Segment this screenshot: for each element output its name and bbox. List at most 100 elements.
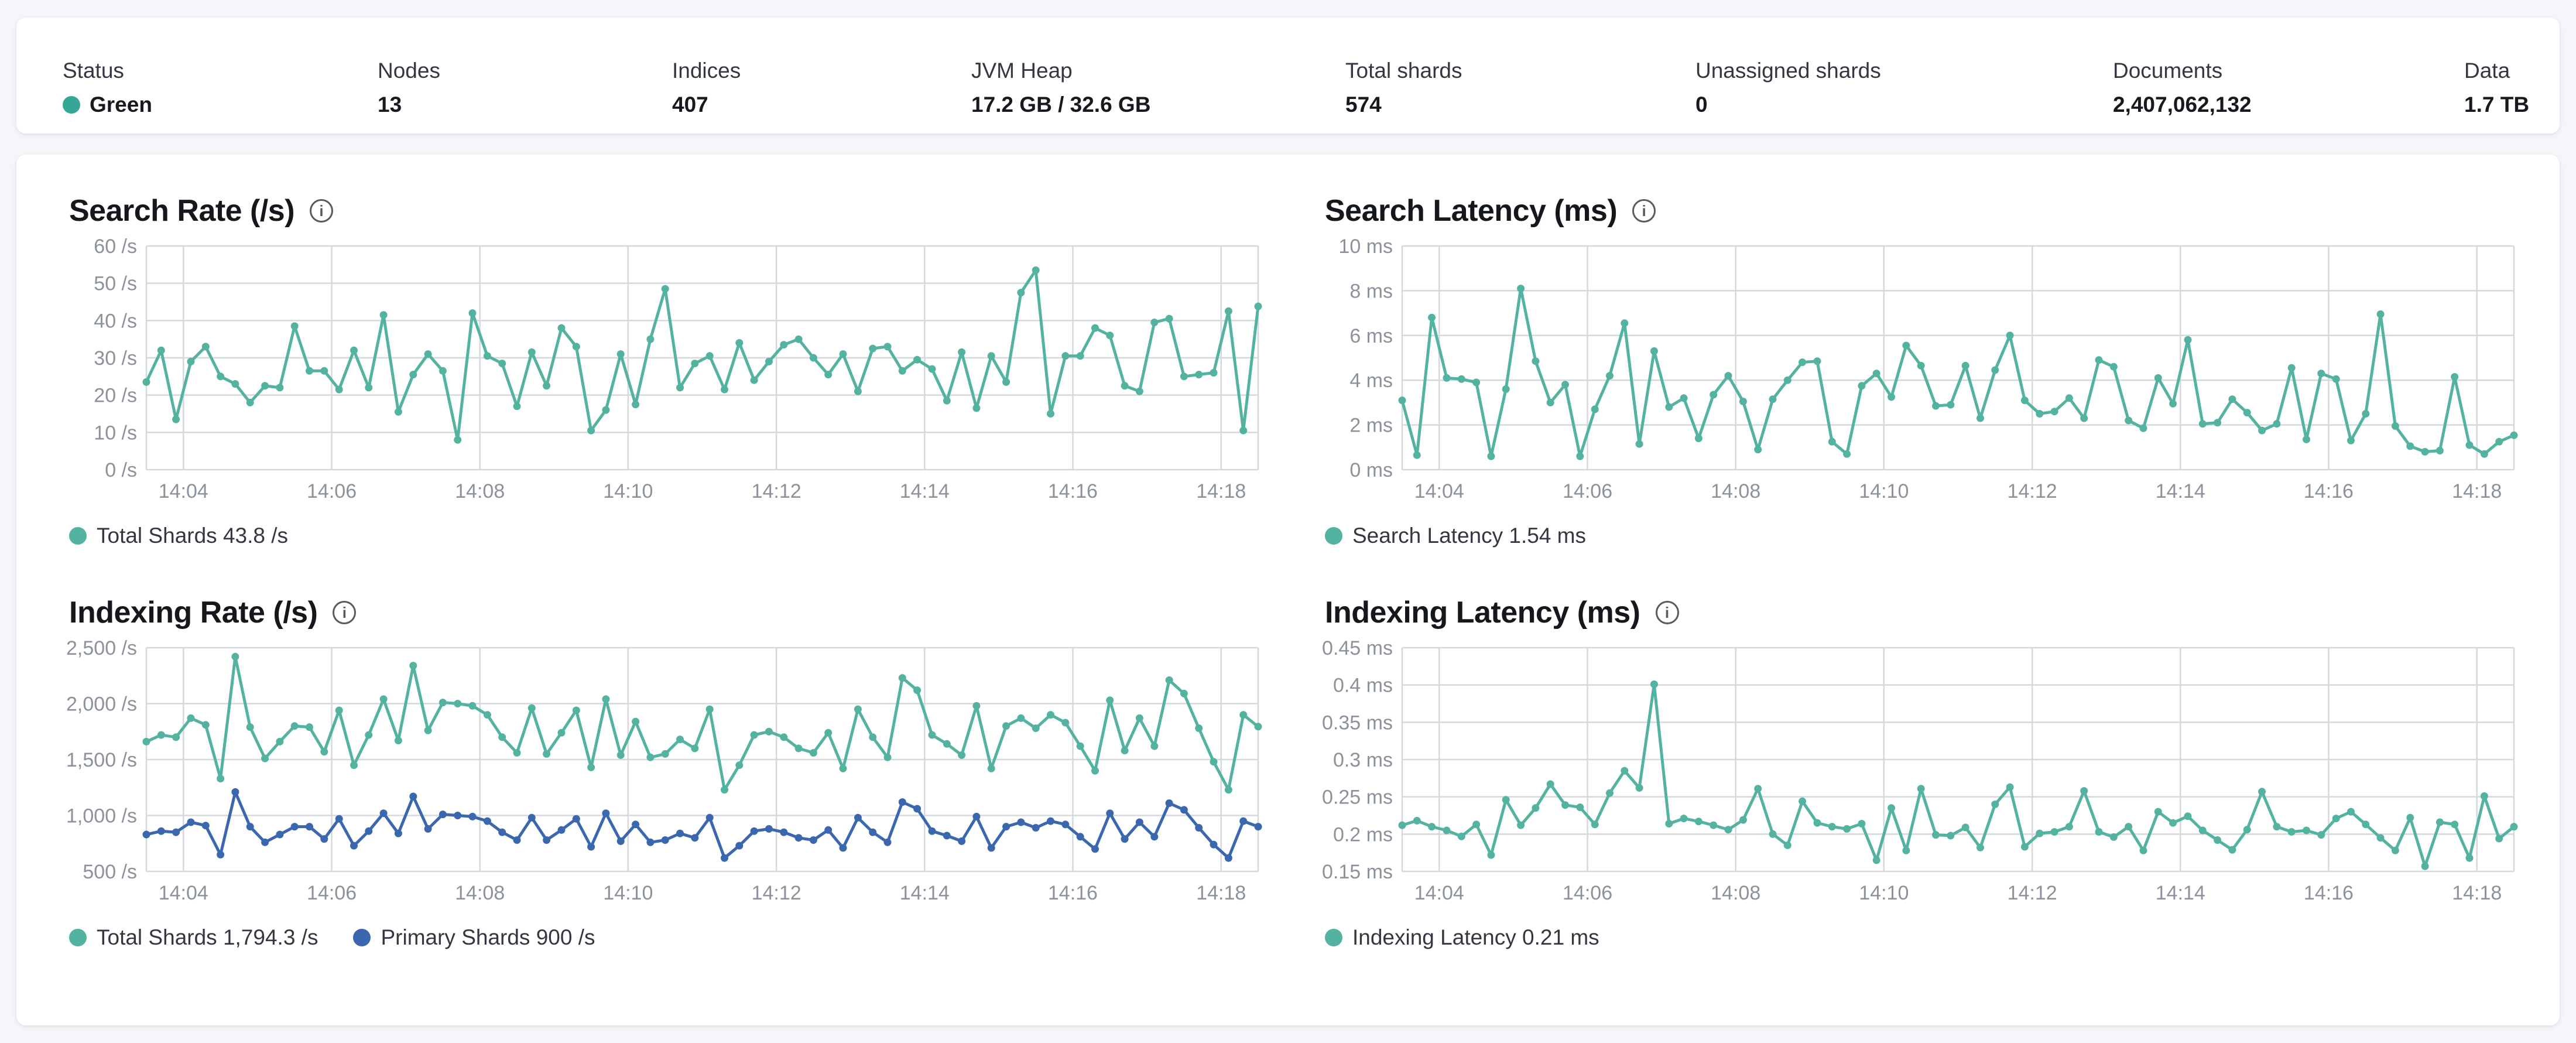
- stat-total-shards: Total shards 574: [1345, 57, 1462, 117]
- stat-jvm-heap: JVM Heap 17.2 GB / 32.6 GB: [971, 57, 1150, 117]
- legend-item-indexing-latency[interactable]: Indexing Latency 0.21 ms: [1325, 925, 1599, 950]
- legend-label: Total Shards 1,794.3 /s: [97, 925, 318, 949]
- svg-text:0.3 ms: 0.3 ms: [1333, 749, 1393, 771]
- stat-indices: Indices 407: [672, 57, 741, 117]
- stat-unassigned-shards: Unassigned shards 0: [1695, 57, 1881, 117]
- svg-text:10 ms: 10 ms: [1338, 238, 1393, 258]
- svg-text:0.35 ms: 0.35 ms: [1322, 712, 1393, 734]
- health-status-dot-icon: [63, 96, 80, 114]
- svg-text:14:16: 14:16: [1048, 480, 1098, 502]
- legend-label: Search Latency 1.54 ms: [1352, 524, 1586, 548]
- svg-text:14:12: 14:12: [2008, 882, 2057, 904]
- chart-block-search-latency: Search Latency (ms) i 0 ms 2 ms 4 ms 6 ms 8 …: [1308, 193, 2523, 548]
- svg-text:500 /s: 500 /s: [83, 861, 137, 883]
- chart-title-indexing-latency: Indexing Latency (ms): [1325, 596, 1640, 630]
- svg-text:14:06: 14:06: [1563, 882, 1612, 904]
- svg-text:14:10: 14:10: [603, 882, 653, 904]
- svg-text:1,500 /s: 1,500 /s: [66, 749, 137, 771]
- svg-text:14:14: 14:14: [900, 882, 950, 904]
- stat-label: Unassigned shards: [1695, 59, 1881, 83]
- stat-documents: Documents 2,407,062,132: [2113, 57, 2252, 117]
- stat-label: Documents: [2113, 59, 2223, 83]
- svg-text:2,000 /s: 2,000 /s: [66, 693, 137, 716]
- legend-search-rate: Total Shards 43.8 /s: [69, 524, 1268, 548]
- svg-text:2,500 /s: 2,500 /s: [66, 640, 137, 659]
- stat-status: Status Green: [63, 57, 152, 117]
- indexing-rate-chart[interactable]: 500 /s 1,000 /s 1,500 /s 2,000 /s 2,500 /s 14…: [53, 640, 1268, 915]
- info-icon[interactable]: i: [1655, 601, 1679, 624]
- legend-label: Primary Shards 900 /s: [381, 925, 595, 949]
- stat-value: 1.7 TB: [2464, 93, 2530, 117]
- svg-text:14:08: 14:08: [1711, 882, 1760, 904]
- svg-text:14:06: 14:06: [307, 480, 357, 502]
- stat-label: Data: [2464, 59, 2510, 83]
- stat-value: 2,407,062,132: [2113, 93, 2252, 117]
- chart-block-indexing-latency: Indexing Latency (ms) i 0.15 ms 0.2 ms 0.2…: [1308, 595, 2523, 950]
- svg-text:14:12: 14:12: [752, 882, 801, 904]
- info-icon[interactable]: i: [333, 601, 357, 624]
- svg-text:14:10: 14:10: [603, 480, 653, 502]
- svg-text:14:18: 14:18: [1196, 480, 1246, 502]
- svg-text:14:14: 14:14: [2156, 882, 2205, 904]
- svg-text:14:04: 14:04: [159, 882, 208, 904]
- svg-text:14:08: 14:08: [455, 882, 505, 904]
- stat-value: 407: [672, 93, 708, 117]
- legend-item-primary-shards[interactable]: Primary Shards 900 /s: [353, 925, 595, 950]
- svg-text:14:04: 14:04: [159, 480, 208, 502]
- legend-dot-icon: [353, 929, 371, 946]
- legend-item-total-shards[interactable]: Total Shards 43.8 /s: [69, 524, 288, 548]
- stat-value: 13: [378, 93, 402, 117]
- chart-title-search-latency: Search Latency (ms): [1325, 194, 1618, 228]
- legend-indexing-rate: Total Shards 1,794.3 /s Primary Shards 9…: [69, 925, 1268, 950]
- info-icon[interactable]: i: [310, 199, 334, 223]
- svg-text:10 /s: 10 /s: [94, 422, 137, 444]
- legend-item-search-latency[interactable]: Search Latency 1.54 ms: [1325, 524, 1586, 548]
- svg-text:2 ms: 2 ms: [1349, 415, 1393, 437]
- svg-text:0.45 ms: 0.45 ms: [1322, 640, 1393, 659]
- svg-text:14:08: 14:08: [455, 480, 505, 502]
- cluster-summary-card: Status Green Nodes 13 Indices 407 JVM He…: [16, 18, 2560, 134]
- svg-text:14:10: 14:10: [1859, 480, 1909, 502]
- search-latency-chart[interactable]: 0 ms 2 ms 4 ms 6 ms 8 ms 10 ms 14:04 14:06 14:08…: [1308, 238, 2523, 513]
- svg-text:0.25 ms: 0.25 ms: [1322, 786, 1393, 809]
- stat-nodes: Nodes 13: [378, 57, 440, 117]
- stat-value: 0: [1695, 93, 1708, 117]
- svg-text:14:18: 14:18: [1196, 882, 1246, 904]
- svg-text:14:06: 14:06: [307, 882, 357, 904]
- svg-text:14:18: 14:18: [2452, 480, 2502, 502]
- chart-block-search-rate: Search Rate (/s) i 0 /s 10 /s 20 /s 30 /s 40…: [53, 193, 1268, 548]
- svg-text:0.2 ms: 0.2 ms: [1333, 823, 1393, 846]
- svg-text:14:16: 14:16: [2304, 480, 2354, 502]
- svg-text:14:12: 14:12: [2008, 480, 2057, 502]
- stat-data-size: Data 1.7 TB: [2464, 57, 2529, 117]
- svg-text:0.15 ms: 0.15 ms: [1322, 861, 1393, 883]
- legend-dot-icon: [1325, 929, 1342, 946]
- legend-item-total-shards[interactable]: Total Shards 1,794.3 /s: [69, 925, 318, 950]
- svg-text:50 /s: 50 /s: [94, 273, 137, 295]
- svg-text:6 ms: 6 ms: [1349, 325, 1393, 347]
- svg-text:14:04: 14:04: [1414, 882, 1464, 904]
- indexing-latency-chart[interactable]: 0.15 ms 0.2 ms 0.25 ms 0.3 ms 0.35 ms 0.4 ms 0…: [1308, 640, 2523, 915]
- stat-label: Nodes: [378, 59, 440, 83]
- svg-text:30 /s: 30 /s: [94, 347, 137, 370]
- svg-text:14:06: 14:06: [1563, 480, 1612, 502]
- chart-title-indexing-rate: Indexing Rate (/s): [69, 596, 318, 630]
- search-rate-chart[interactable]: 0 /s 10 /s 20 /s 30 /s 40 /s 50 /s 60 /s 14:04 1…: [53, 238, 1268, 513]
- stat-label: Status: [63, 59, 124, 83]
- svg-text:14:14: 14:14: [2156, 480, 2205, 502]
- svg-text:14:14: 14:14: [900, 480, 950, 502]
- svg-text:40 /s: 40 /s: [94, 310, 137, 332]
- info-icon[interactable]: i: [1632, 199, 1656, 223]
- chart-title-search-rate: Search Rate (/s): [69, 194, 295, 228]
- svg-text:8 ms: 8 ms: [1349, 280, 1393, 302]
- stat-label: Indices: [672, 59, 741, 83]
- svg-text:20 /s: 20 /s: [94, 385, 137, 407]
- legend-indexing-latency: Indexing Latency 0.21 ms: [1325, 925, 2523, 950]
- svg-text:14:18: 14:18: [2452, 882, 2502, 904]
- legend-dot-icon: [69, 527, 87, 545]
- metrics-charts-card: Search Rate (/s) i 0 /s 10 /s 20 /s 30 /s 40…: [16, 155, 2560, 1025]
- svg-text:1,000 /s: 1,000 /s: [66, 805, 137, 827]
- stat-value: 17.2 GB / 32.6 GB: [971, 93, 1151, 117]
- svg-text:0 ms: 0 ms: [1349, 459, 1393, 481]
